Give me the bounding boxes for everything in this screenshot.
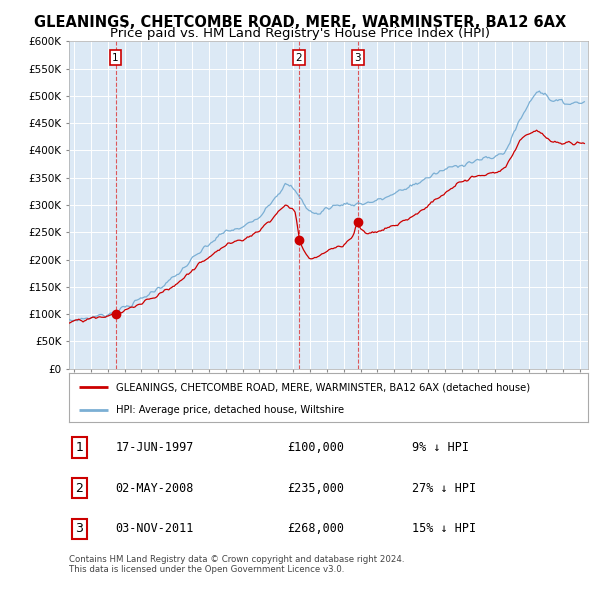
- Text: HPI: Average price, detached house, Wiltshire: HPI: Average price, detached house, Wilt…: [116, 405, 344, 415]
- Text: 02-MAY-2008: 02-MAY-2008: [116, 481, 194, 495]
- Text: 27% ↓ HPI: 27% ↓ HPI: [412, 481, 476, 495]
- Text: £235,000: £235,000: [287, 481, 344, 495]
- Text: Price paid vs. HM Land Registry's House Price Index (HPI): Price paid vs. HM Land Registry's House …: [110, 27, 490, 40]
- Text: Contains HM Land Registry data © Crown copyright and database right 2024.
This d: Contains HM Land Registry data © Crown c…: [69, 555, 404, 574]
- Text: 17-JUN-1997: 17-JUN-1997: [116, 441, 194, 454]
- Text: 3: 3: [76, 522, 83, 535]
- Text: 3: 3: [355, 53, 361, 63]
- Text: 1: 1: [112, 53, 119, 63]
- Text: £268,000: £268,000: [287, 522, 344, 535]
- Text: GLEANINGS, CHETCOMBE ROAD, MERE, WARMINSTER, BA12 6AX: GLEANINGS, CHETCOMBE ROAD, MERE, WARMINS…: [34, 15, 566, 30]
- Text: £100,000: £100,000: [287, 441, 344, 454]
- Text: 15% ↓ HPI: 15% ↓ HPI: [412, 522, 476, 535]
- Text: 2: 2: [295, 53, 302, 63]
- Text: GLEANINGS, CHETCOMBE ROAD, MERE, WARMINSTER, BA12 6AX (detached house): GLEANINGS, CHETCOMBE ROAD, MERE, WARMINS…: [116, 382, 530, 392]
- Text: 03-NOV-2011: 03-NOV-2011: [116, 522, 194, 535]
- Text: 1: 1: [76, 441, 83, 454]
- Text: 2: 2: [76, 481, 83, 495]
- Text: 9% ↓ HPI: 9% ↓ HPI: [412, 441, 469, 454]
